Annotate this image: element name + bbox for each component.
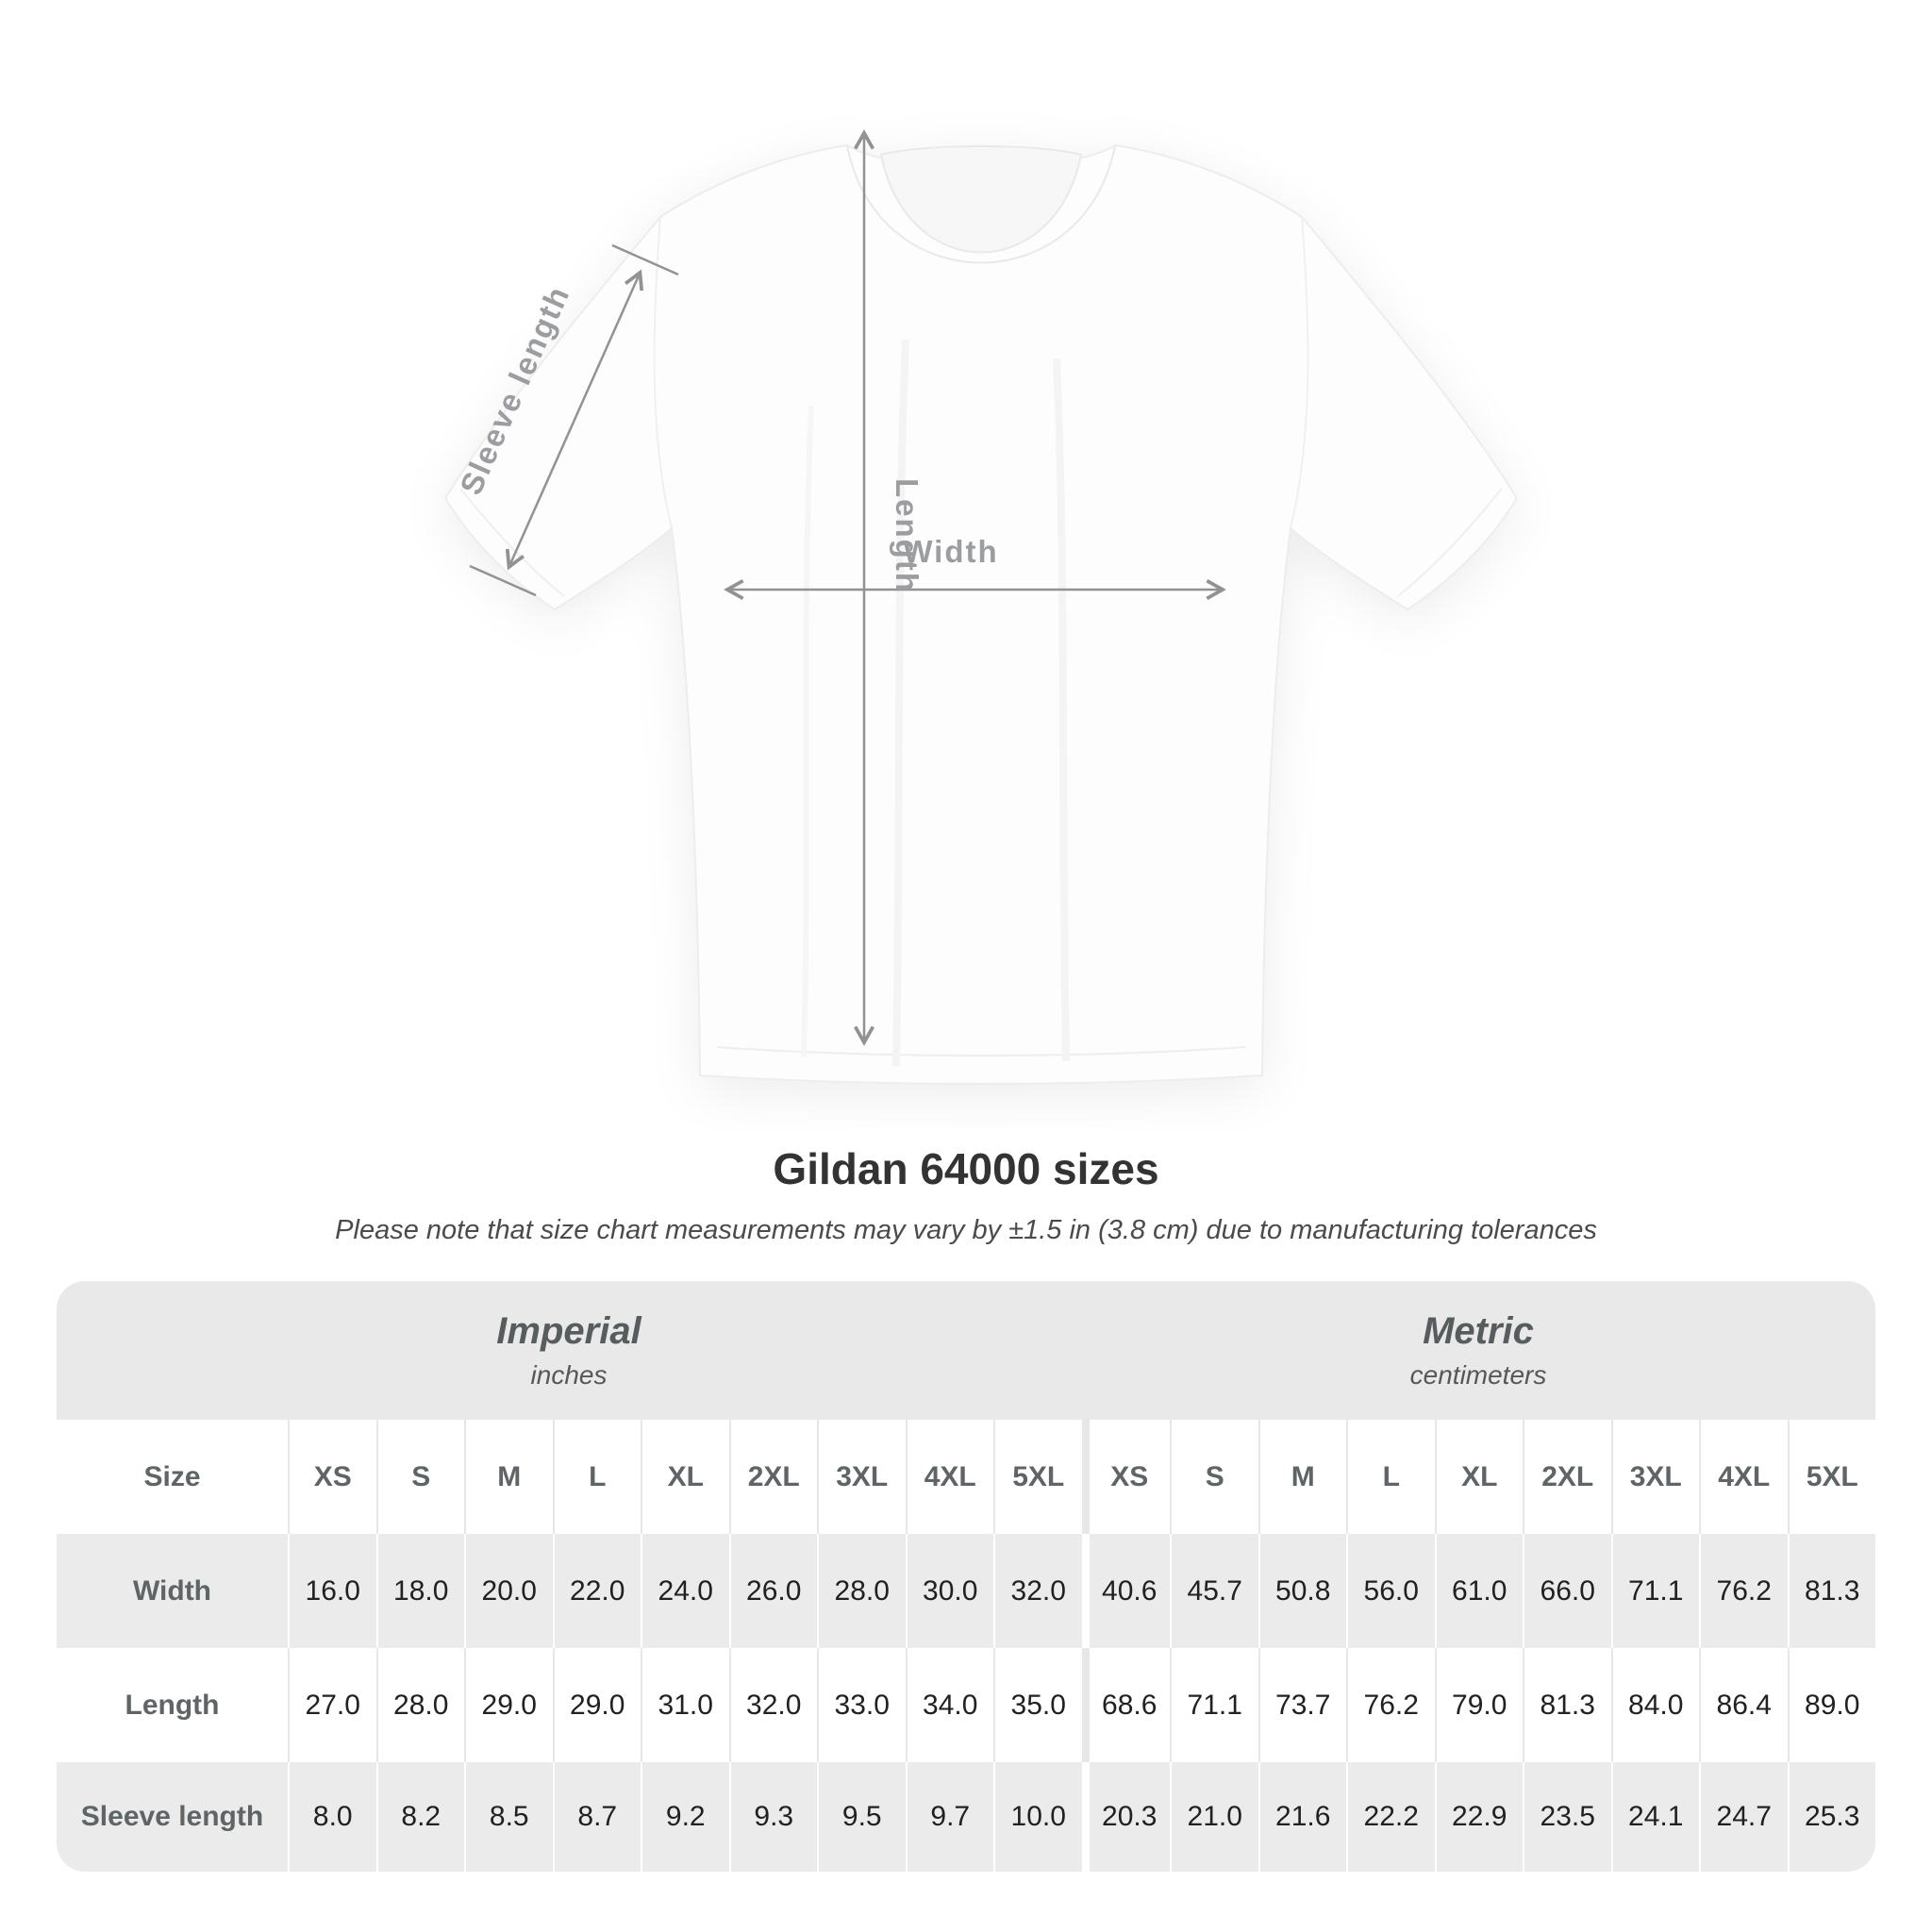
value-cell: 28.0 <box>375 1648 465 1762</box>
value-cell: 89.0 <box>1787 1648 1876 1762</box>
value-cell: 34.0 <box>905 1648 994 1762</box>
measurement-row-length: Length 27.0 28.0 29.0 29.0 31.0 32.0 33.0 34.0 35… <box>57 1648 1875 1762</box>
value-cell: 20.3 <box>1081 1762 1171 1872</box>
measurement-row-sleeve-length: Sleeve length 8.0 8.2 8.5 8.7 9.2 9.3 9.5 9.7 10.… <box>57 1762 1875 1872</box>
tshirt-measurement-diagram: Width Length Sleeve length <box>443 129 1519 1085</box>
value-cell: 27.0 <box>288 1648 376 1762</box>
value-cell: 84.0 <box>1610 1648 1700 1762</box>
value-cell: 29.0 <box>552 1648 641 1762</box>
value-cell: 22.9 <box>1434 1762 1524 1872</box>
length-label: Length <box>890 478 924 593</box>
value-cell: 16.0 <box>288 1534 376 1648</box>
imperial-heading: Imperial <box>496 1310 641 1352</box>
value-cell: 29.0 <box>464 1648 553 1762</box>
size-table: Imperial inches Metric centimeters Size X… <box>57 1281 1875 1872</box>
value-cell: 8.7 <box>552 1762 641 1872</box>
size-col-header: XL <box>641 1420 729 1534</box>
metric-heading: Metric <box>1423 1310 1534 1352</box>
size-col-header: M <box>464 1420 553 1534</box>
row-label: Size <box>143 1460 201 1492</box>
size-header-row: Size XS S M L XL 2XL 3XL 4XL 5XL XS S M L XL 2XL 3XL 4XL 5… <box>57 1420 1875 1534</box>
width-label: Width <box>903 534 998 569</box>
unit-group-metric: Metric centimeters <box>1081 1281 1875 1420</box>
size-col-header: L <box>1346 1420 1435 1534</box>
value-cell: 9.5 <box>817 1762 906 1872</box>
size-col-header: 2XL <box>728 1420 818 1534</box>
row-label: Length <box>125 1689 220 1721</box>
value-cell: 24.0 <box>641 1534 729 1648</box>
value-cell: 33.0 <box>817 1648 906 1762</box>
value-cell: 18.0 <box>375 1534 465 1648</box>
value-cell: 61.0 <box>1434 1534 1524 1648</box>
imperial-unit: inches <box>530 1360 608 1390</box>
table-body: Size XS S M L XL 2XL 3XL 4XL 5XL XS S M L XL 2XL 3XL 4XL 5… <box>57 1420 1875 1872</box>
metric-unit: centimeters <box>1409 1360 1547 1390</box>
value-cell: 8.5 <box>464 1762 553 1872</box>
size-col-header: XS <box>1081 1420 1171 1534</box>
unit-group-imperial: Imperial inches <box>57 1281 1081 1420</box>
value-cell: 66.0 <box>1523 1534 1611 1648</box>
value-cell: 35.0 <box>993 1648 1082 1762</box>
value-cell: 25.3 <box>1787 1762 1876 1872</box>
value-cell: 71.1 <box>1610 1534 1700 1648</box>
size-col-header: 3XL <box>817 1420 906 1534</box>
value-cell: 28.0 <box>817 1534 906 1648</box>
value-cell: 8.2 <box>375 1762 465 1872</box>
size-col-header: L <box>552 1420 641 1534</box>
value-cell: 32.0 <box>993 1534 1082 1648</box>
value-cell: 24.1 <box>1610 1762 1700 1872</box>
value-cell: 76.2 <box>1699 1534 1788 1648</box>
size-col-header: 4XL <box>905 1420 994 1534</box>
size-col-header: XL <box>1434 1420 1524 1534</box>
row-label: Width <box>132 1574 212 1607</box>
value-cell: 24.7 <box>1699 1762 1788 1872</box>
value-cell: 9.3 <box>728 1762 818 1872</box>
unit-header-band: Imperial inches Metric centimeters <box>57 1281 1875 1420</box>
size-col-header: M <box>1257 1420 1347 1534</box>
value-cell: 22.0 <box>552 1534 641 1648</box>
value-cell: 21.0 <box>1170 1762 1258 1872</box>
row-label: Sleeve length <box>80 1801 264 1832</box>
size-col-header: XS <box>288 1420 376 1534</box>
size-col-header: 5XL <box>993 1420 1082 1534</box>
size-col-header: S <box>375 1420 465 1534</box>
page-title: Gildan 64000 sizes <box>773 1144 1159 1193</box>
value-cell: 79.0 <box>1434 1648 1524 1762</box>
value-cell: 81.3 <box>1523 1648 1611 1762</box>
value-cell: 73.7 <box>1257 1648 1347 1762</box>
size-col-header: S <box>1170 1420 1258 1534</box>
value-cell: 45.7 <box>1170 1534 1258 1648</box>
value-cell: 20.0 <box>464 1534 553 1648</box>
value-cell: 21.6 <box>1257 1762 1347 1872</box>
value-cell: 9.2 <box>641 1762 729 1872</box>
value-cell: 22.2 <box>1346 1762 1435 1872</box>
value-cell: 68.6 <box>1081 1648 1171 1762</box>
dimension-arrows <box>469 129 1226 1046</box>
measurement-row-width: Width 16.0 18.0 20.0 22.0 24.0 26.0 28.0 30.0 32.… <box>57 1534 1875 1648</box>
size-col-header: 2XL <box>1523 1420 1611 1534</box>
sleeve-length-arrow <box>505 269 644 571</box>
value-cell: 10.0 <box>993 1762 1082 1872</box>
value-cell: 56.0 <box>1346 1534 1435 1648</box>
value-cell: 26.0 <box>728 1534 818 1648</box>
value-cell: 76.2 <box>1346 1648 1435 1762</box>
value-cell: 71.1 <box>1170 1648 1258 1762</box>
collar <box>879 145 1083 254</box>
size-col-header: 3XL <box>1610 1420 1700 1534</box>
value-cell: 31.0 <box>641 1648 729 1762</box>
size-col-header: 5XL <box>1787 1420 1876 1534</box>
value-cell: 81.3 <box>1787 1534 1876 1648</box>
value-cell: 32.0 <box>728 1648 818 1762</box>
tshirt-photo <box>443 143 1519 1085</box>
value-cell: 8.0 <box>288 1762 376 1872</box>
size-col-header: 4XL <box>1699 1420 1788 1534</box>
value-cell: 86.4 <box>1699 1648 1788 1762</box>
value-cell: 50.8 <box>1257 1534 1347 1648</box>
value-cell: 30.0 <box>905 1534 994 1648</box>
page-subtitle: Please note that size chart measurements… <box>335 1215 1597 1245</box>
value-cell: 9.7 <box>905 1762 994 1872</box>
value-cell: 40.6 <box>1081 1534 1171 1648</box>
value-cell: 23.5 <box>1523 1762 1611 1872</box>
